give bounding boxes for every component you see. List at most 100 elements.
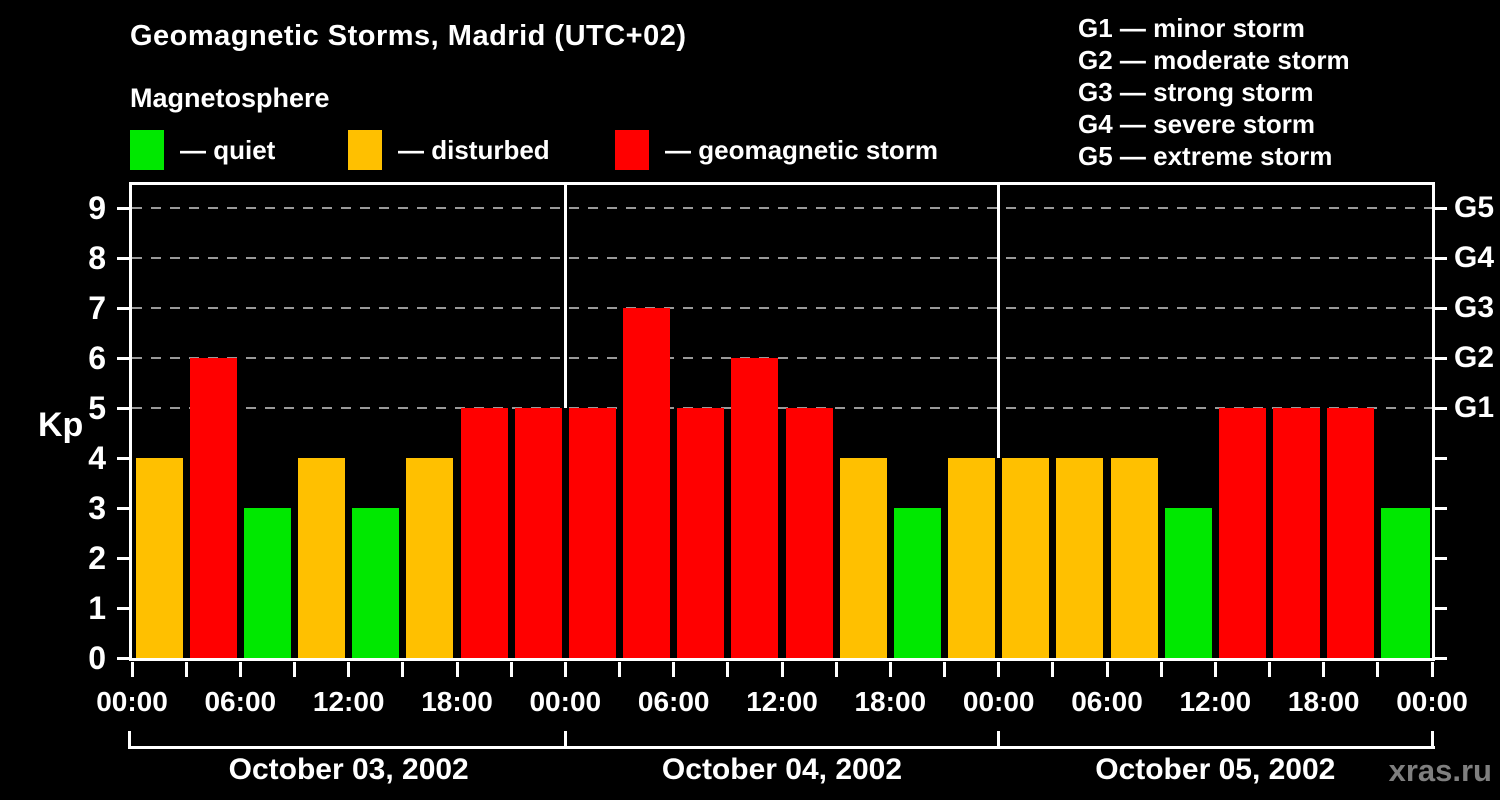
y-tick-left — [117, 656, 129, 660]
x-tick — [563, 662, 567, 677]
gridline-kp5 — [132, 407, 1432, 409]
x-tick — [455, 662, 459, 677]
x-tick — [401, 662, 405, 677]
kp-bar-24h — [568, 408, 616, 658]
y-tick-right — [1435, 656, 1447, 660]
x-tick — [943, 662, 946, 677]
x-tick — [347, 662, 351, 677]
date-label: October 05, 2002 — [1095, 753, 1336, 786]
storm-scale-item-g3: G3 — strong storm — [1078, 77, 1314, 107]
y-tick-label: 4 — [88, 440, 106, 476]
y-tick-left — [117, 356, 129, 360]
y-tick-right — [1435, 506, 1447, 510]
x-tick — [184, 662, 188, 677]
storm-label: — geomagnetic storm — [665, 134, 939, 165]
kp-bar-0h — [135, 458, 183, 658]
storm-scale-item-g5: G5 — extreme storm — [1078, 141, 1333, 171]
y-tick-right — [1435, 356, 1447, 360]
quiet-label: — quiet — [180, 134, 276, 165]
legend-item-storm: — geomagnetic storm — [615, 130, 938, 170]
y-axis-label: Kp — [38, 406, 84, 444]
date-axis-tick — [997, 731, 1001, 746]
y-tick-label: 0 — [88, 640, 106, 676]
y-tick-right — [1435, 206, 1447, 210]
kp-bar-54h — [1110, 458, 1158, 658]
x-tick-label: 12:00 — [746, 686, 818, 717]
kp-bar-30h — [677, 408, 725, 658]
kp-bar-6h — [243, 508, 291, 658]
kp-bar-21h — [514, 408, 562, 658]
y-tick-label: 1 — [88, 590, 106, 626]
kp-bar-3h — [189, 358, 237, 658]
y-tick-right — [1435, 406, 1447, 410]
y-tick-left — [117, 606, 129, 610]
g-scale-label-g5: G5 — [1454, 191, 1495, 224]
kp-bar-27h — [623, 308, 671, 658]
quiet-color-swatch — [130, 130, 164, 170]
y-tick-right — [1435, 556, 1447, 560]
g-scale-label-g3: G3 — [1454, 291, 1495, 324]
legend-item-quiet: — quiet — [130, 130, 275, 170]
kp-bar-66h — [1327, 408, 1375, 658]
kp-bar-33h — [731, 358, 779, 658]
y-tick-label: 9 — [88, 190, 106, 226]
y-tick-label: 6 — [88, 340, 106, 376]
storm-scale-item-g4: G4 — severe storm — [1078, 109, 1316, 139]
x-tick — [1322, 662, 1326, 677]
x-tick — [672, 662, 676, 677]
y-tick-left — [117, 306, 129, 310]
x-tick-label: 06:00 — [204, 686, 277, 717]
kp-bar-42h — [893, 508, 941, 658]
x-tick — [509, 662, 513, 677]
y-tick-left — [117, 506, 129, 510]
date-axis-tick — [1431, 731, 1434, 746]
storm-scale-item-g2: G2 — moderate storm — [1078, 45, 1350, 75]
kp-bar-15h — [406, 458, 454, 658]
x-tick — [1213, 662, 1217, 677]
y-tick-right — [1435, 456, 1447, 460]
y-tick-left — [117, 556, 129, 560]
y-tick-left — [117, 456, 129, 460]
kp-bar-36h — [785, 408, 833, 658]
y-tick-left — [117, 256, 129, 260]
gridline-kp8 — [132, 257, 1432, 259]
kp-bar-9h — [298, 458, 346, 658]
x-tick-label: 06:00 — [637, 686, 710, 717]
x-tick — [834, 662, 838, 677]
kp-bar-48h — [1002, 458, 1050, 658]
day-separator — [563, 185, 567, 408]
page-title: Geomagnetic Storms, Madrid (UTC+02) — [130, 20, 687, 52]
x-tick — [780, 662, 784, 677]
x-tick — [130, 662, 134, 677]
x-tick — [888, 662, 892, 677]
y-tick-right — [1435, 256, 1447, 260]
gridline-kp9 — [132, 207, 1432, 209]
x-tick-label: 00:00 — [1396, 686, 1468, 717]
y-tick-label: 3 — [88, 490, 106, 526]
y-tick-right — [1435, 606, 1447, 610]
y-tick-label: 8 — [88, 240, 106, 276]
kp-bar-12h — [352, 508, 400, 658]
storm-scale-legend: G1 — minor storm G2 — moderate storm G3 … — [1078, 12, 1350, 172]
x-tick — [293, 662, 296, 677]
gridline-kp7 — [132, 307, 1432, 309]
plot-border — [129, 182, 1435, 661]
g-scale-label-g4: G4 — [1454, 241, 1495, 274]
kp-bar-45h — [948, 458, 996, 658]
x-tick-label: 12:00 — [1179, 686, 1252, 717]
kp-bar-39h — [839, 458, 887, 658]
x-tick-label: 12:00 — [312, 686, 385, 717]
x-tick — [618, 662, 621, 677]
g-scale-label-g2: G2 — [1454, 341, 1495, 374]
magnetosphere-label: Magnetosphere — [130, 83, 330, 113]
kp-bar-57h — [1164, 508, 1212, 658]
x-tick-label: 00:00 — [962, 686, 1035, 717]
x-tick — [1430, 662, 1434, 677]
kp-bar-51h — [1056, 458, 1104, 658]
kp-bar-18h — [460, 408, 508, 658]
x-tick-label: 00:00 — [96, 686, 168, 717]
x-tick — [726, 662, 730, 677]
date-axis-tick — [128, 731, 131, 746]
x-tick — [1268, 662, 1271, 677]
